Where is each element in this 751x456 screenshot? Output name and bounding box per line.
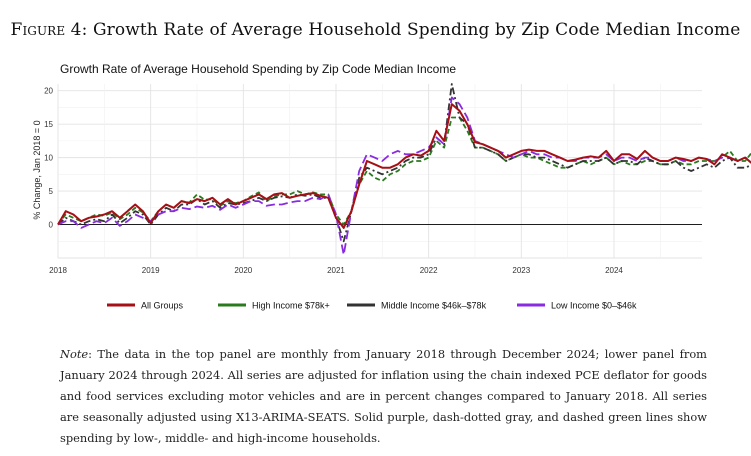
legend: All Groups High Income $78k+ Middle Income… [107, 301, 637, 311]
figure-title: Growth Rate of Average Household Spendin… [92, 20, 741, 40]
line-chart: Growth Rate of Average Household Spendin… [32, 62, 751, 311]
x-tick-label: 2023 [512, 266, 530, 275]
x-tick-label: 2020 [234, 266, 252, 275]
y-axis-label: % Change, Jan 2018 = 0 [32, 120, 42, 219]
axis-layer: 0 5 10 15 20 2018 2019 2020 2021 2022 2023 2024 [44, 87, 702, 275]
y-tick-label: 20 [44, 87, 53, 96]
figure-note: Note: The data in the top panel are mont… [60, 344, 707, 449]
x-tick-label: 2019 [142, 266, 160, 275]
legend-label-all: All Groups [141, 301, 184, 311]
series-line-high [57, 116, 751, 226]
series-layer [57, 83, 751, 256]
y-tick-label: 15 [44, 120, 53, 129]
x-tick-label: 2022 [420, 266, 438, 275]
chart-title: Growth Rate of Average Household Spendin… [60, 62, 456, 76]
legend-label-high: High Income $78k+ [252, 301, 330, 311]
note-text: : The data in the top panel are monthly … [60, 347, 707, 445]
note-label: Note [60, 347, 89, 361]
x-tick-label: 2024 [605, 266, 623, 275]
x-tick-label: 2021 [327, 266, 345, 275]
grid-layer [57, 84, 702, 259]
series-line-middle [57, 83, 751, 243]
series-line-low [57, 96, 751, 256]
figure-label: Figure 4: [10, 20, 88, 40]
series-line-all [57, 103, 751, 229]
y-tick-label: 5 [49, 187, 54, 196]
y-tick-label: 0 [49, 221, 54, 230]
x-tick-label: 2018 [49, 266, 67, 275]
legend-label-low: Low Income $0–$46k [551, 301, 637, 311]
y-tick-label: 10 [44, 154, 53, 163]
figure-caption: Figure 4: Growth Rate of Average Househo… [0, 20, 751, 40]
legend-label-middle: Middle Income $46k–$78k [381, 301, 487, 311]
